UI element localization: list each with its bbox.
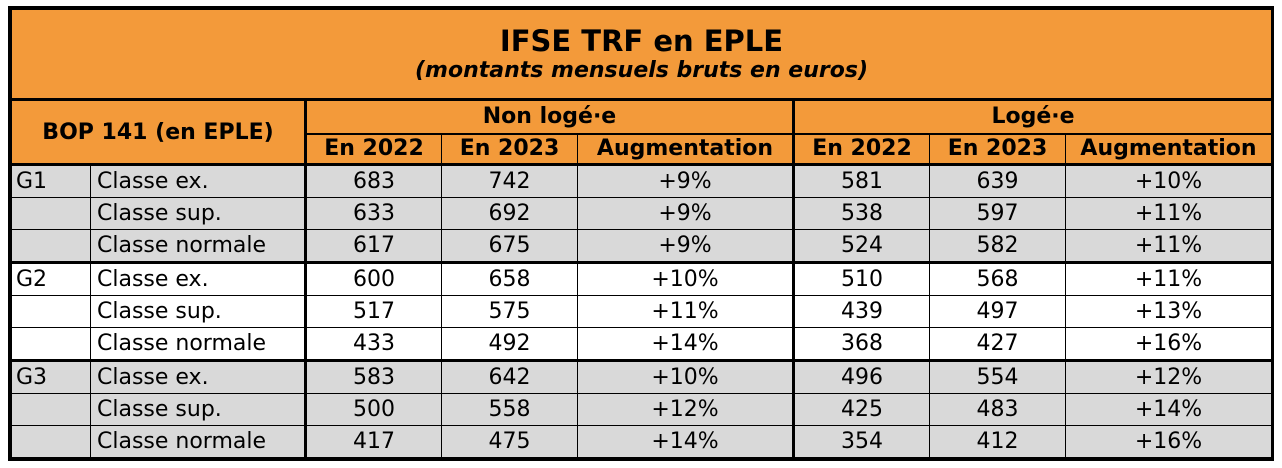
l-aug-cell: +10% [1065, 163, 1272, 198]
l-2022-cell: 354 [793, 425, 930, 458]
nl-2023-cell: 492 [441, 327, 578, 361]
table-row: G1 Classe ex. 683 742 +9% 581 639 +10% [11, 163, 1272, 198]
nl-aug-cell: +10% [577, 359, 795, 394]
nl-2023-cell: 692 [441, 197, 578, 230]
title-cell: IFSE TRF en EPLE (montants mensuels brut… [11, 9, 1272, 101]
nl-2023-cell: 575 [441, 295, 578, 328]
nl-aug-cell: +9% [577, 163, 795, 198]
table-row: Classe sup. 633 692 +9% 538 597 +11% [11, 197, 1272, 230]
nl-2022-cell: 583 [305, 359, 442, 394]
l-aug-cell: +12% [1065, 359, 1272, 394]
l-2023-cell: 483 [929, 393, 1066, 426]
col-header-l-aug: Augmentation [1065, 133, 1272, 165]
col-header-nl-aug: Augmentation [577, 133, 795, 165]
group-cell [11, 197, 91, 230]
table-subtitle: (montants mensuels bruts en euros) [415, 58, 868, 83]
classe-cell: Classe normale [90, 229, 307, 263]
nl-aug-cell: +10% [577, 261, 795, 296]
classe-cell: Classe ex. [90, 359, 307, 394]
group-cell [11, 393, 91, 426]
l-2022-cell: 581 [793, 163, 930, 198]
classe-cell: Classe sup. [90, 295, 307, 328]
l-2022-cell: 368 [793, 327, 930, 361]
nl-aug-cell: +11% [577, 295, 795, 328]
l-2022-cell: 425 [793, 393, 930, 426]
l-2023-cell: 554 [929, 359, 1066, 394]
header-row-columns: En 2022 En 2023 Augmentation En 2022 En … [12, 133, 1272, 165]
l-2023-cell: 568 [929, 261, 1066, 296]
l-2022-cell: 496 [793, 359, 930, 394]
l-2023-cell: 412 [929, 425, 1066, 458]
classe-cell: Classe normale [90, 327, 307, 361]
group-non-loge-header: Non logé·e [305, 99, 795, 135]
l-aug-cell: +14% [1065, 393, 1272, 426]
classe-cell: Classe ex. [90, 163, 307, 198]
l-aug-cell: +16% [1065, 327, 1272, 361]
nl-2022-cell: 600 [305, 261, 442, 296]
classe-cell: Classe sup. [90, 197, 307, 230]
nl-aug-cell: +14% [577, 425, 795, 458]
group-cell: G3 [11, 359, 91, 394]
table-row: G2 Classe ex. 600 658 +10% 510 568 +11% [11, 261, 1272, 296]
l-aug-cell: +11% [1065, 197, 1272, 230]
nl-2022-cell: 683 [305, 163, 442, 198]
group-cell: G2 [11, 261, 91, 296]
l-2022-cell: 439 [793, 295, 930, 328]
l-2023-cell: 427 [929, 327, 1066, 361]
table-row: Classe sup. 517 575 +11% 439 497 +13% [11, 295, 1272, 328]
bop-header: BOP 141 (en EPLE) [11, 99, 307, 165]
l-2023-cell: 597 [929, 197, 1066, 230]
nl-2022-cell: 500 [305, 393, 442, 426]
l-2022-cell: 524 [793, 229, 930, 263]
group-cell [11, 229, 91, 263]
nl-2022-cell: 617 [305, 229, 442, 263]
title-row: IFSE TRF en EPLE (montants mensuels brut… [11, 9, 1272, 101]
nl-2023-cell: 742 [441, 163, 578, 198]
nl-2023-cell: 475 [441, 425, 578, 458]
ifse-table: IFSE TRF en EPLE (montants mensuels brut… [11, 9, 1272, 458]
table-row: Classe normale 433 492 +14% 368 427 +16% [11, 327, 1272, 361]
table-title: IFSE TRF en EPLE [499, 24, 784, 58]
col-header-l-2022: En 2022 [793, 133, 930, 165]
l-2023-cell: 582 [929, 229, 1066, 263]
nl-2023-cell: 558 [441, 393, 578, 426]
l-2022-cell: 538 [793, 197, 930, 230]
l-aug-cell: +13% [1065, 295, 1272, 328]
nl-2022-cell: 633 [305, 197, 442, 230]
nl-2022-cell: 417 [305, 425, 442, 458]
table-row: Classe normale 617 675 +9% 524 582 +11% [11, 229, 1272, 263]
nl-2022-cell: 433 [305, 327, 442, 361]
col-header-nl-2023: En 2023 [441, 133, 578, 165]
l-2023-cell: 639 [929, 163, 1066, 198]
classe-cell: Classe sup. [90, 393, 307, 426]
table-row: Classe normale 417 475 +14% 354 412 +16% [11, 425, 1272, 458]
l-2023-cell: 497 [929, 295, 1066, 328]
nl-aug-cell: +12% [577, 393, 795, 426]
nl-2023-cell: 675 [441, 229, 578, 263]
l-aug-cell: +11% [1065, 261, 1272, 296]
nl-2022-cell: 517 [305, 295, 442, 328]
classe-cell: Classe ex. [90, 261, 307, 296]
col-header-l-2023: En 2023 [929, 133, 1066, 165]
classe-cell: Classe normale [90, 425, 307, 458]
l-2022-cell: 510 [793, 261, 930, 296]
l-aug-cell: +11% [1065, 229, 1272, 263]
nl-aug-cell: +14% [577, 327, 795, 361]
group-cell [11, 425, 91, 458]
nl-aug-cell: +9% [577, 229, 795, 263]
nl-2023-cell: 642 [441, 359, 578, 394]
table-row: G3 Classe ex. 583 642 +10% 496 554 +12% [11, 359, 1272, 394]
group-cell: G1 [11, 163, 91, 198]
nl-aug-cell: +9% [577, 197, 795, 230]
table-row: Classe sup. 500 558 +12% 425 483 +14% [11, 393, 1272, 426]
col-header-nl-2022: En 2022 [305, 133, 442, 165]
group-cell [11, 295, 91, 328]
nl-2023-cell: 658 [441, 261, 578, 296]
ifse-table-frame: IFSE TRF en EPLE (montants mensuels brut… [8, 6, 1274, 461]
group-loge-header: Logé·e [793, 99, 1272, 135]
l-aug-cell: +16% [1065, 425, 1272, 458]
header-row-groups: BOP 141 (en EPLE) Non logé·e Logé·e [11, 99, 1272, 165]
group-cell [11, 327, 91, 361]
